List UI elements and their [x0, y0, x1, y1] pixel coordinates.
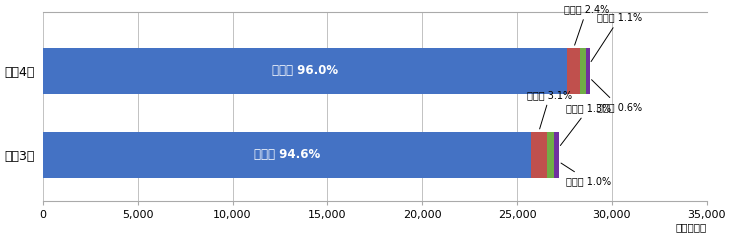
Bar: [567, 48, 580, 94]
Text: 商標権 96.0%: 商標権 96.0%: [272, 64, 338, 77]
Text: 特許権 1.0%: 特許権 1.0%: [561, 163, 612, 186]
Text: 意匠権 1.3%: 意匠権 1.3%: [561, 103, 612, 145]
Text: 著作権 2.4%: 著作権 2.4%: [564, 4, 610, 45]
Bar: [553, 132, 558, 178]
Bar: [43, 48, 567, 94]
Text: 件数（件）: 件数（件）: [675, 222, 707, 232]
Text: 商標権 94.6%: 商標権 94.6%: [254, 148, 320, 161]
Bar: [580, 48, 586, 94]
Text: 著作権 3.1%: 著作権 3.1%: [528, 90, 572, 129]
Bar: [43, 132, 531, 178]
Text: 特許権 0.6%: 特許権 0.6%: [591, 80, 642, 112]
Bar: [586, 48, 590, 94]
Text: 意匠権 1.1%: 意匠権 1.1%: [591, 13, 642, 62]
Bar: [547, 132, 553, 178]
Bar: [531, 132, 547, 178]
